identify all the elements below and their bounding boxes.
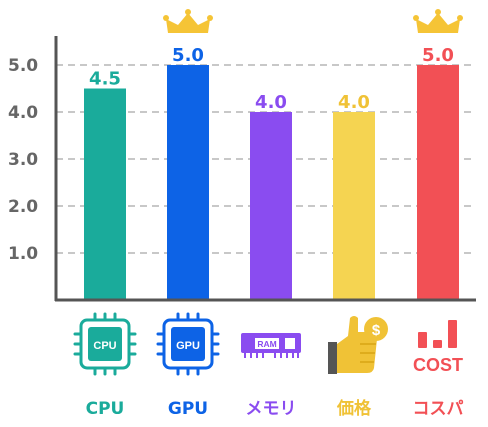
value-label: 5.0 (172, 45, 204, 66)
crown-icon (166, 13, 210, 33)
category-label: コスパ (413, 399, 464, 419)
value-label: 5.0 (422, 45, 454, 66)
ram-module-icon: RAM (241, 333, 301, 358)
value-label: 4.0 (255, 92, 287, 113)
bar (84, 88, 126, 300)
bar (333, 112, 375, 300)
crown-icon (416, 13, 460, 33)
y-tick-label: 4.0 (8, 103, 38, 123)
y-tick-label: 2.0 (8, 197, 38, 217)
category-label: 価格 (336, 398, 372, 419)
crown-jewel (435, 9, 441, 15)
value-labels: 4.5 5.0 4.0 4.0 5.0 (89, 45, 454, 113)
bar (250, 112, 292, 300)
category-labels: CPU GPU メモリ 価格 コスパ (86, 398, 464, 419)
crown-jewel (207, 15, 213, 21)
bars (84, 65, 459, 300)
y-axis-ticks: 1.0 2.0 3.0 4.0 5.0 (8, 56, 38, 264)
bar (167, 65, 209, 300)
crown-jewel (457, 15, 463, 21)
cost-bars-icon: COST (413, 320, 463, 375)
y-tick-label: 1.0 (8, 244, 38, 264)
cpu-chip-icon: CPU (73, 312, 137, 376)
crowns (163, 9, 463, 33)
y-tick-label: 5.0 (8, 56, 38, 76)
cost-icon-text: COST (413, 355, 463, 375)
cpu-icon-text: CPU (93, 340, 116, 352)
gpu-icon-text: GPU (176, 340, 200, 352)
thumbs-up-dollar-icon: $ (328, 316, 388, 374)
value-label: 4.5 (89, 69, 121, 90)
crown-jewel (185, 9, 191, 15)
gpu-chip-icon: GPU (156, 312, 220, 376)
bar (417, 65, 459, 300)
category-label: GPU (168, 399, 208, 419)
dollar-icon-text: $ (372, 322, 381, 339)
category-label: メモリ (246, 399, 297, 419)
crown-jewel (163, 15, 169, 21)
category-label: CPU (86, 399, 125, 419)
ram-icon-text: RAM (257, 339, 276, 349)
value-label: 4.0 (338, 92, 370, 113)
crown-jewel (413, 15, 419, 21)
y-tick-label: 3.0 (8, 150, 38, 170)
